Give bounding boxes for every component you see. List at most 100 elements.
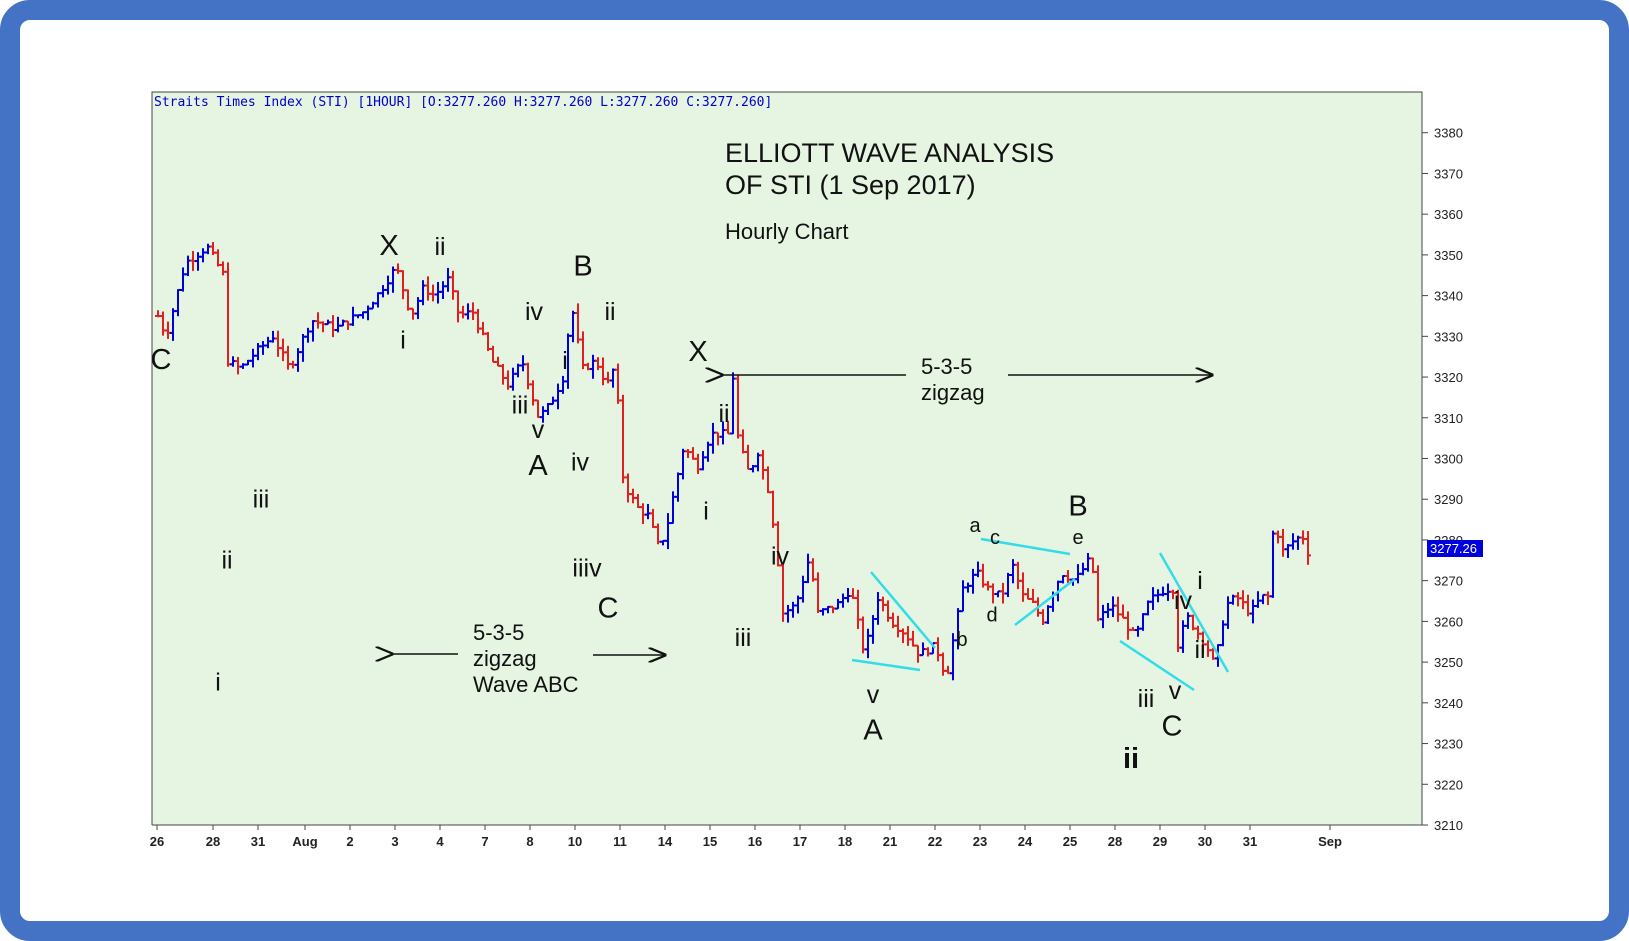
x-tick-label: 16	[748, 834, 762, 849]
y-tick-label: 3300	[1434, 452, 1463, 467]
trendline-c-upper	[1158, 552, 1230, 673]
wave-label: iii	[253, 485, 270, 513]
y-tick-label: 3250	[1434, 655, 1463, 670]
wave-label: iii	[735, 624, 752, 652]
wave-label: iv	[1174, 587, 1193, 615]
wave-label: iv	[571, 449, 590, 477]
y-tick-label: 3350	[1434, 248, 1463, 263]
x-tick-label: 25	[1063, 834, 1077, 849]
wave-label: B	[573, 250, 592, 282]
wave-label: ii	[1194, 636, 1205, 664]
trendline-a-upper	[870, 571, 936, 649]
wave-label: iv	[771, 542, 790, 570]
annotation-right-line-1: 5-3-5	[921, 354, 972, 379]
last-price-label: 3277.26	[1430, 541, 1477, 556]
x-tick-label: Aug	[292, 834, 317, 849]
wave-label: i	[400, 327, 406, 355]
y-tick-label: 3230	[1434, 737, 1463, 752]
trendline-triangle-lower	[1014, 578, 1076, 626]
x-tick-label: 4	[436, 834, 444, 849]
annotation-left-line-3: Wave ABC	[473, 672, 579, 697]
wave-label: iii	[512, 392, 529, 420]
y-tick-label: 3260	[1434, 614, 1463, 629]
title-line-1: ELLIOTT WAVE ANALYSIS	[725, 138, 1054, 168]
y-tick-label: 3360	[1434, 207, 1463, 222]
x-tick-label: 21	[883, 834, 897, 849]
y-tick-label: 3330	[1434, 329, 1463, 344]
wave-label: A	[528, 450, 548, 482]
x-tick-label: 17	[793, 834, 807, 849]
wave-label: i	[215, 669, 221, 697]
wave-label: v	[867, 681, 880, 709]
wave-label: ii	[1123, 743, 1139, 775]
wave-label: ii	[221, 546, 232, 574]
x-tick-label: 22	[928, 834, 942, 849]
wave-label: iiiv	[572, 555, 602, 583]
wave-label: c	[990, 527, 1000, 549]
x-axis: 26 28 31 Aug 2 3 4 7 8 10 11 14 15 16 17 18 21 22 23 24 25 28…	[150, 825, 1342, 849]
y-tick-label: 3290	[1434, 492, 1463, 507]
y-tick-label: 3210	[1434, 818, 1463, 833]
trendlines	[851, 537, 1230, 692]
x-tick-label: 10	[568, 834, 582, 849]
wave-label: i	[562, 347, 568, 375]
x-tick-label: Sep	[1318, 834, 1342, 849]
wave-label: ii	[604, 298, 615, 326]
x-tick-label: 18	[838, 834, 852, 849]
y-tick-label: 3220	[1434, 777, 1463, 792]
wave-label: ii	[718, 400, 729, 428]
plot-area	[151, 91, 1423, 826]
x-tick-label: 3	[391, 834, 398, 849]
x-tick-label: 26	[150, 834, 164, 849]
wave-label: iii	[1138, 685, 1155, 713]
wave-label: b	[956, 629, 967, 651]
price-axis-panel	[1422, 92, 1485, 825]
y-tick-label: 3310	[1434, 411, 1463, 426]
wave-label: iv	[525, 298, 544, 326]
chart-subtitle: Hourly Chart	[725, 219, 848, 244]
title-line-2: OF STI (1 Sep 2017)	[725, 170, 976, 200]
y-tick-label: 3270	[1434, 574, 1463, 589]
x-tick-label: 14	[658, 834, 673, 849]
wave-label: a	[969, 515, 981, 537]
x-tick-label: 29	[1153, 834, 1167, 849]
trendline-c-lower	[1119, 639, 1195, 692]
x-tick-label: 28	[1108, 834, 1122, 849]
wave-label: e	[1072, 527, 1083, 549]
annotation-right: 5-3-5 zigzag	[722, 354, 1212, 405]
date-axis-panel	[145, 825, 1485, 855]
wave-label: B	[1068, 491, 1087, 523]
wave-label: C	[151, 344, 172, 376]
wave-label: v	[1169, 677, 1182, 705]
annotation-left: 5-3-5 zigzag Wave ABC	[392, 620, 665, 697]
wave-label: X	[379, 230, 398, 262]
wave-label: v	[532, 416, 545, 444]
x-tick-label: 8	[526, 834, 533, 849]
x-tick-label: 2	[346, 834, 353, 849]
annotation-left-line-1: 5-3-5	[473, 620, 524, 645]
x-tick-label: 31	[1243, 834, 1257, 849]
price-bar	[1305, 531, 1311, 565]
wave-label: d	[986, 604, 997, 626]
wave-label: C	[1162, 710, 1183, 742]
ohlc-bars	[155, 242, 1311, 681]
y-tick-label: 3320	[1434, 370, 1463, 385]
last-price-marker: 3277.26	[1427, 540, 1483, 557]
annotation-left-line-2: zigzag	[473, 646, 537, 671]
x-tick-label: 23	[973, 834, 987, 849]
wave-label: ii	[434, 233, 445, 261]
x-tick-label: 31	[251, 834, 265, 849]
chart-header: Straits Times Index (STI) [1HOUR] [O:327…	[154, 95, 772, 110]
x-tick-label: 30	[1198, 834, 1212, 849]
x-tick-label: 15	[703, 834, 717, 849]
y-tick-label: 3370	[1434, 166, 1463, 181]
x-tick-label: 11	[613, 834, 627, 849]
y-tick-label: 3240	[1434, 696, 1463, 711]
wave-label: i	[1197, 567, 1203, 595]
trendline-a-lower	[851, 658, 921, 672]
last-price-box	[1427, 540, 1483, 557]
annotation-right-line-2: zigzag	[921, 380, 985, 405]
wave-label: C	[598, 592, 619, 624]
